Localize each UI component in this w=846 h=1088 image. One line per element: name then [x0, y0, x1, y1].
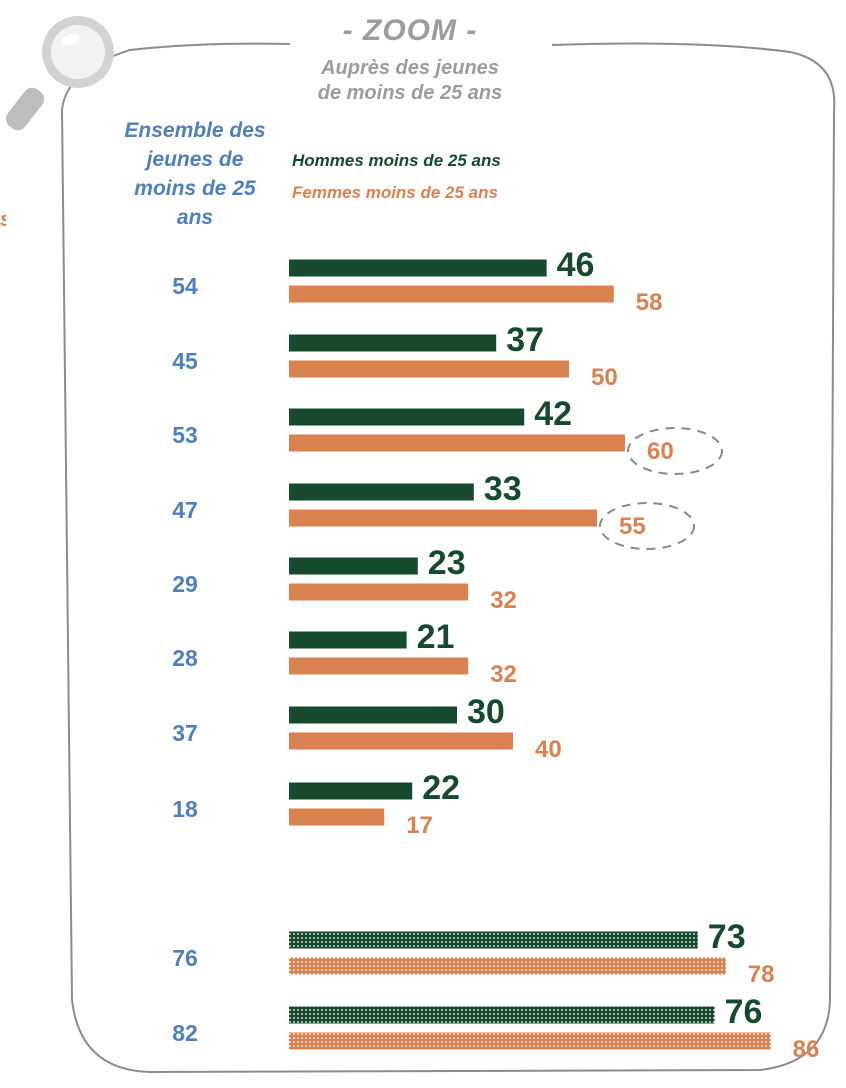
- bar-men-3: [289, 408, 525, 426]
- label-women-5: 32: [490, 587, 517, 614]
- frame-outline: [60, 42, 836, 1074]
- label-ensemble-2: 45: [172, 348, 198, 374]
- bar-women-9: [289, 957, 726, 975]
- zoom-subtitle: Auprès des jeunes de moins de 25 ans: [280, 56, 540, 106]
- ensemble-header-line-1: Ensemble des: [124, 119, 266, 142]
- label-ensemble-8: 18: [172, 796, 198, 822]
- bar-men-9: [289, 931, 698, 949]
- label-ensemble-5: 29: [172, 571, 198, 597]
- ensemble-header: Ensemble des jeunes de moins de 25 ans: [95, 116, 295, 232]
- bar-men-10: [289, 1006, 715, 1024]
- label-men-3: 42: [534, 395, 572, 433]
- bar-women-6: [289, 657, 469, 675]
- bar-men-2: [289, 334, 497, 352]
- bar-men-1: [289, 259, 547, 277]
- label-women-8: 17: [406, 812, 433, 839]
- label-women-9: 78: [748, 961, 775, 988]
- ensemble-header-line-3: moins de 25: [134, 177, 256, 200]
- label-men-6: 21: [417, 618, 455, 656]
- label-ensemble-10: 82: [172, 1020, 198, 1046]
- label-women-3: 60: [647, 438, 674, 465]
- label-ensemble-3: 53: [172, 422, 198, 448]
- bar-men-4: [289, 483, 474, 501]
- label-ensemble-7: 37: [172, 720, 198, 746]
- label-men-5: 23: [428, 544, 466, 582]
- bar-men-5: [289, 557, 418, 575]
- bar-women-4: [289, 509, 597, 527]
- clipped-side-text: s: [0, 208, 6, 232]
- bar-women-1: [289, 285, 614, 303]
- bar-women-7: [289, 732, 513, 750]
- label-ensemble-6: 28: [172, 645, 198, 671]
- legend-men: Hommes moins de 25 ans: [292, 151, 501, 170]
- bar-women-5: [289, 583, 469, 601]
- bar-women-8: [289, 808, 385, 826]
- label-women-10: 86: [793, 1036, 820, 1063]
- legend-women: Femmes moins de 25 ans: [292, 183, 498, 202]
- bar-men-7: [289, 706, 457, 724]
- label-women-2: 50: [591, 364, 618, 391]
- label-ensemble-9: 76: [172, 945, 198, 971]
- bar-women-10: [289, 1032, 771, 1050]
- label-ensemble-4: 47: [172, 497, 198, 523]
- label-women-7: 40: [535, 736, 562, 763]
- bar-women-3: [289, 434, 625, 452]
- label-men-10: 76: [725, 993, 763, 1031]
- bar-women-2: [289, 360, 569, 378]
- label-men-7: 30: [467, 693, 505, 731]
- zoom-title: - ZOOM -: [342, 14, 478, 47]
- bar-men-6: [289, 631, 407, 649]
- ensemble-header-line-2: jeunes de: [146, 148, 244, 171]
- label-men-4: 33: [484, 470, 522, 508]
- zoom-subtitle-line-2: de moins de 25 ans: [317, 82, 503, 104]
- magnifier-icon: [5, 16, 114, 131]
- label-men-9: 73: [708, 918, 746, 956]
- label-men-2: 37: [506, 321, 544, 359]
- label-women-4: 55: [619, 513, 646, 540]
- highlight-circle-3: [627, 427, 723, 475]
- label-women-1: 58: [636, 289, 663, 316]
- label-men-1: 46: [557, 246, 595, 284]
- ensemble-header-line-4: ans: [176, 206, 214, 229]
- label-men-8: 22: [422, 769, 460, 807]
- zoom-subtitle-line-1: Auprès des jeunes: [321, 57, 499, 79]
- bar-men-8: [289, 782, 413, 800]
- highlight-circle-4: [599, 502, 695, 550]
- label-women-6: 32: [490, 661, 517, 688]
- label-ensemble-1: 54: [172, 273, 198, 299]
